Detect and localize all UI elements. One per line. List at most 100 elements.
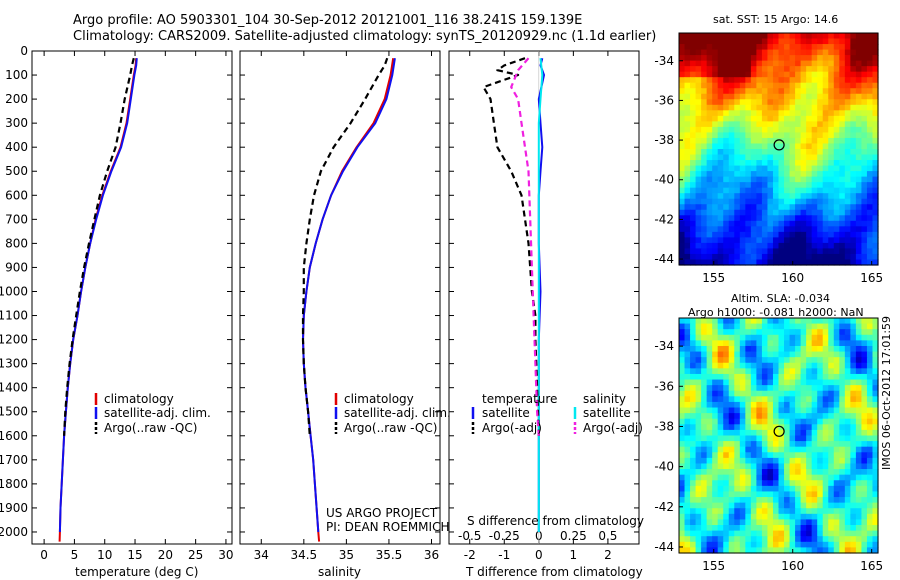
map-cell (717, 525, 724, 532)
map-cell (822, 220, 829, 227)
map-cell (701, 463, 708, 470)
map-cell (811, 198, 818, 205)
map-cell (833, 519, 840, 526)
map-cell (745, 318, 752, 325)
map-cell (739, 485, 746, 493)
map-cell (872, 209, 879, 216)
map-cell (806, 323, 813, 330)
map-cell (833, 508, 840, 515)
map-cell (866, 396, 874, 403)
map-cell (745, 204, 752, 211)
map-cell (723, 351, 730, 358)
map-cell (695, 508, 702, 515)
map-cell (734, 110, 741, 117)
map-cell (684, 457, 691, 465)
map-cell (695, 93, 702, 100)
map-cell (706, 132, 713, 139)
map-cell (839, 357, 846, 364)
map-cell (723, 502, 730, 509)
map-cell (828, 204, 835, 211)
map-cell (789, 345, 796, 353)
map-cell (745, 480, 752, 487)
map-cell (811, 362, 818, 369)
map-cell (728, 253, 735, 261)
map-cell (839, 88, 846, 95)
map-cell (690, 237, 697, 244)
map-cell (761, 165, 769, 172)
map-cell (872, 357, 879, 364)
map-cell (701, 44, 708, 51)
map-cell (800, 149, 807, 156)
map-cell (723, 396, 730, 403)
map-cell (701, 480, 708, 487)
map-cell (784, 491, 791, 498)
map-cell (723, 463, 730, 470)
map-cell (850, 452, 857, 459)
map-cell (833, 71, 840, 78)
map-cell (767, 44, 774, 51)
map-cell (745, 104, 752, 111)
map-cell (772, 390, 780, 397)
map-cell (717, 497, 724, 504)
diff-legend-temperature: temperature (482, 392, 558, 406)
map-cell (728, 215, 735, 222)
y-tick-label: 0 (20, 44, 28, 58)
map-cell (822, 413, 829, 420)
map-cell (866, 536, 874, 543)
map-cell (844, 435, 851, 442)
map-cell (690, 231, 697, 238)
map-cell (745, 55, 752, 62)
map-cell (690, 93, 697, 100)
map-cell (761, 457, 769, 465)
map-cell (806, 373, 813, 381)
map-cell (811, 160, 818, 167)
map-cell (844, 401, 851, 409)
map-cell (728, 99, 735, 106)
map-cell (866, 407, 874, 414)
map-cell (695, 413, 702, 420)
map-cell (839, 38, 846, 45)
map-cell (756, 137, 763, 145)
map-cell (806, 329, 813, 336)
map-cell (734, 44, 741, 51)
map-cell (872, 390, 879, 397)
map-cell (750, 497, 757, 504)
map-cell (784, 126, 791, 134)
map-cell (828, 110, 835, 117)
map-cell (772, 187, 780, 194)
map-cell (872, 379, 879, 386)
map-cell (739, 259, 746, 266)
map-cell (839, 508, 846, 515)
map-cell (872, 345, 879, 353)
map-cell (861, 149, 868, 156)
map-cell (861, 187, 868, 194)
map-cell (712, 351, 719, 358)
map-cell (745, 373, 752, 381)
map-cell (828, 71, 835, 78)
map-cell (679, 143, 686, 150)
map-cell (872, 541, 879, 549)
map-cell (806, 368, 813, 375)
map-cell (795, 457, 802, 465)
map-cell (690, 38, 697, 45)
map-cell (778, 143, 785, 150)
map-cell (795, 248, 802, 255)
map-cell (833, 345, 840, 353)
map-cell (723, 345, 730, 353)
map-cell (706, 259, 713, 266)
map-x-tick-label: 160 (781, 559, 804, 573)
map-cell (723, 401, 730, 409)
map-cell (745, 126, 752, 134)
map-cell (817, 60, 824, 67)
map-cell (761, 429, 769, 437)
map-cell (717, 248, 724, 255)
map-cell (734, 149, 741, 156)
map-cell (795, 379, 802, 386)
map-cell (855, 215, 863, 222)
map-cell (706, 149, 713, 156)
map-cell (706, 248, 713, 255)
map-cell (723, 77, 730, 84)
map-cell (684, 340, 691, 347)
map-cell (855, 93, 863, 100)
x-tick-label-difference: 1 (570, 548, 578, 562)
